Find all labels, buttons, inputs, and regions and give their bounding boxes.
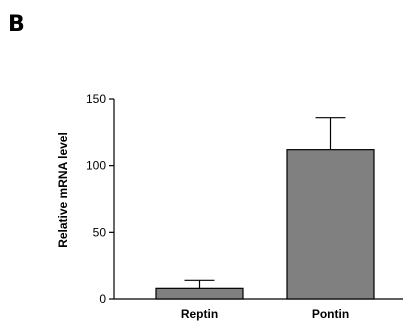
panel-label: B [8,12,25,37]
bar-reptin [155,287,244,300]
category-labels: Reptin Pontin [181,307,349,321]
category-label-reptin: Reptin [181,307,218,321]
category-label-pontin: Pontin [312,307,349,321]
y-tick-label: 100 [86,159,106,173]
bars [155,149,375,300]
y-axis-title: Relative mRNA level [56,132,70,248]
error-bars [184,117,346,289]
y-tick-label: 50 [93,225,107,239]
bar-pontin [286,149,375,300]
y-tick-label: 0 [99,292,106,306]
y-axis: 0 50 100 150 [86,92,115,306]
y-tick-label: 150 [86,92,106,106]
